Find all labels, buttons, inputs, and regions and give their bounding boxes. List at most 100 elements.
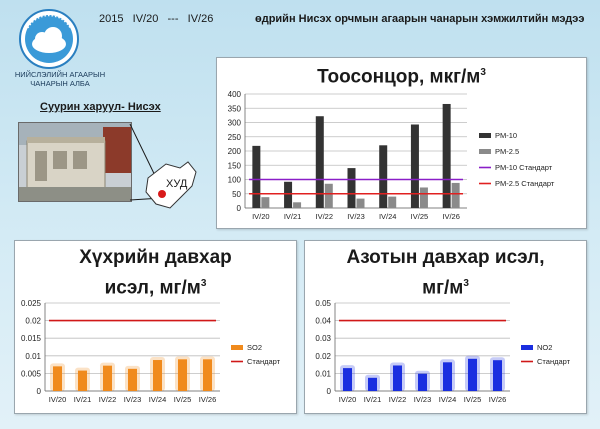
bar-pm-2-5 xyxy=(419,187,428,208)
legend-label: PM-10 xyxy=(495,131,517,140)
pm-chart: 0 50 100 150 200 250 300 350 400 IV/20 IV/21 IV/22 I… xyxy=(228,90,555,221)
bar-pm-10 xyxy=(410,124,419,208)
bar-pm-2-5 xyxy=(293,202,302,208)
bar-so2 xyxy=(53,366,62,391)
so2-chart-title-line2-wrap: исэл, мг/м3 xyxy=(15,271,296,301)
district-map: ХУД xyxy=(122,112,202,222)
bar-pm-2-5 xyxy=(261,197,270,208)
no2-chart-title-line2: мг/м xyxy=(422,277,464,299)
bar-no2 xyxy=(393,365,402,391)
no2-chart-title-line1: Азотын давхар исэл, xyxy=(346,247,545,268)
bar-pm-2-5 xyxy=(356,198,365,208)
x-tick-label: IV/21 xyxy=(284,212,302,221)
x-tick-label: IV/24 xyxy=(379,212,397,221)
y-tick-label: 0 xyxy=(37,387,42,396)
bar-pm-10 xyxy=(315,116,324,208)
legend-swatch xyxy=(479,149,491,154)
pm-chart-title-sup: 3 xyxy=(480,67,486,78)
x-tick-label: IV/23 xyxy=(347,212,365,221)
y-tick-label: 100 xyxy=(228,176,242,185)
y-tick-label: 400 xyxy=(228,90,242,99)
x-tick-label: IV/25 xyxy=(174,395,192,404)
y-tick-label: 0.02 xyxy=(315,352,331,361)
legend-label: SO2 xyxy=(247,343,262,352)
y-tick-label: 0.04 xyxy=(315,317,331,326)
x-tick-label: IV/21 xyxy=(74,395,92,404)
station-label: Суурин харуул- Нисэх xyxy=(40,101,161,113)
x-tick-label: IV/22 xyxy=(316,212,334,221)
y-tick-label: 0.02 xyxy=(25,317,41,326)
legend-label: PM-2.5 Стандарт xyxy=(495,179,555,188)
legend-label: PM-2.5 xyxy=(495,147,519,156)
bar-so2 xyxy=(78,370,87,391)
x-tick-label: IV/20 xyxy=(49,395,67,404)
y-tick-label: 0.005 xyxy=(21,369,42,378)
report-title: өдрийн Нисэх орчмын агаарын чанарын хэмж… xyxy=(255,13,585,25)
y-tick-label: 200 xyxy=(228,147,242,156)
bar-pm-2-5 xyxy=(324,183,333,208)
x-tick-label: IV/26 xyxy=(489,395,507,404)
bar-pm-2-5 xyxy=(451,182,460,208)
so2-chart-title-line2: исэл, мг/м xyxy=(104,277,201,299)
bar-pm-10 xyxy=(347,168,356,208)
bar-no2 xyxy=(368,377,377,391)
bar-no2 xyxy=(443,362,452,391)
y-tick-label: 350 xyxy=(228,104,242,113)
bar-no2 xyxy=(418,373,427,391)
y-tick-label: 0.01 xyxy=(315,369,331,378)
no2-chart-panel: Азотын давхар исэл, мг/м3 0 0.01 0.02 0.03 0… xyxy=(304,240,587,414)
so2-chart-panel: Хүхрийн давхар исэл, мг/м3 0 0.005 0.01 0.0… xyxy=(14,240,297,414)
x-tick-label: IV/23 xyxy=(414,395,432,404)
x-tick-label: IV/24 xyxy=(439,395,457,404)
pm-chart-title: Тоосонцор, мкг/м3 xyxy=(217,60,586,90)
y-tick-label: 0.05 xyxy=(315,299,331,308)
x-tick-label: IV/25 xyxy=(464,395,482,404)
x-tick-label: IV/21 xyxy=(364,395,382,404)
legend-label: Стандарт xyxy=(537,357,571,366)
y-tick-label: 0.025 xyxy=(21,299,42,308)
y-tick-label: 300 xyxy=(228,119,242,128)
bar-no2 xyxy=(343,368,352,391)
x-tick-label: IV/25 xyxy=(411,212,429,221)
x-tick-label: IV/26 xyxy=(199,395,217,404)
legend-swatch xyxy=(231,345,243,350)
y-tick-label: 0.015 xyxy=(21,334,42,343)
bar-so2 xyxy=(153,360,162,391)
bar-so2 xyxy=(203,359,212,391)
bar-no2 xyxy=(468,358,477,391)
so2-chart-title-sup: 3 xyxy=(200,278,207,289)
y-tick-label: 0 xyxy=(327,387,332,396)
x-tick-label: IV/23 xyxy=(124,395,142,404)
agency-name-line1: НИЙСЛЭЛИЙН АГААРЫН xyxy=(14,70,106,79)
y-tick-label: 50 xyxy=(232,190,241,199)
no2-chart-title: Азотын давхар исэл, мг/м3 xyxy=(305,245,586,301)
y-tick-label: 0 xyxy=(237,204,242,213)
so2-chart: 0 0.005 0.01 0.015 0.02 0.025 IV/20 IV/21 IV/22 I… xyxy=(21,299,281,404)
agency-logo xyxy=(18,8,80,70)
bar-so2 xyxy=(178,359,187,391)
so2-chart-title-line1: Хүхрийн давхар xyxy=(79,247,232,268)
no2-chart-title-line2-wrap: мг/м3 xyxy=(305,271,586,301)
pm-chart-panel: Тоосонцор, мкг/м3 0 50 100 150 200 250 300 350 4… xyxy=(216,57,587,229)
bar-pm-2-5 xyxy=(388,196,397,208)
legend-label: NO2 xyxy=(537,343,552,352)
legend-label: PM-10 Стандарт xyxy=(495,163,553,172)
x-tick-label: IV/20 xyxy=(339,395,357,404)
bar-pm-10 xyxy=(284,181,293,208)
x-tick-label: IV/20 xyxy=(252,212,270,221)
bar-pm-10 xyxy=(252,145,261,208)
bar-so2 xyxy=(103,365,112,391)
agency-name-line2: ЧАНАРЫН АЛБА xyxy=(30,79,90,88)
bar-no2 xyxy=(493,360,502,391)
so2-chart-title: Хүхрийн давхар исэл, мг/м3 xyxy=(15,245,296,301)
legend-swatch xyxy=(521,345,533,350)
y-tick-label: 0.03 xyxy=(315,334,331,343)
y-tick-label: 150 xyxy=(228,161,242,170)
legend-label: Стандарт xyxy=(247,357,281,366)
y-tick-label: 0.01 xyxy=(25,352,41,361)
report-period: 2015 IV/20 --- IV/26 xyxy=(99,13,214,25)
pm-chart-title-text: Тоосонцор, мкг/м xyxy=(317,66,481,88)
legend-swatch xyxy=(479,133,491,138)
x-tick-label: IV/22 xyxy=(389,395,407,404)
no2-chart-title-sup: 3 xyxy=(463,278,469,289)
